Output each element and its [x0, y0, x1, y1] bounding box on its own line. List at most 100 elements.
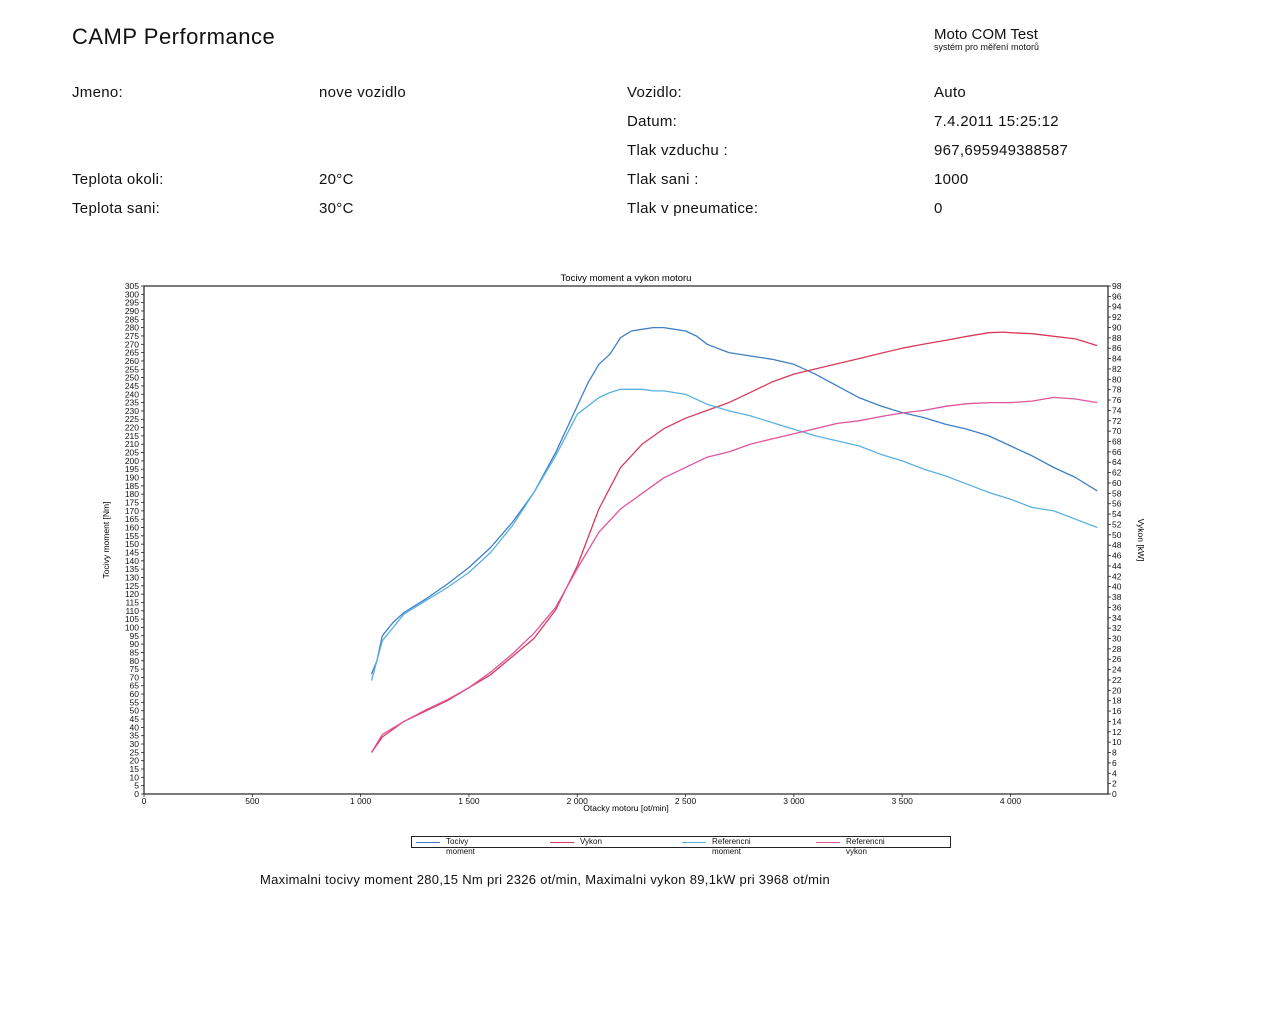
teplota-okoli-value: 20°C — [319, 171, 354, 188]
right-tick-label: 38 — [1112, 592, 1122, 602]
teplota-sani-label: Teplota sani: — [72, 200, 161, 217]
brand-title: Moto COM Test — [934, 26, 1038, 43]
tlak-sani-label: Tlak sani : — [627, 171, 699, 188]
left-tick-label: 85 — [130, 647, 140, 657]
right-tick-label: 98 — [1112, 281, 1122, 291]
legend-label-ref-moment: Referencni moment — [712, 837, 751, 856]
right-tick-label: 84 — [1112, 354, 1122, 364]
left-tick-label: 15 — [130, 764, 140, 774]
left-tick-label: 290 — [125, 306, 139, 316]
left-tick-label: 235 — [125, 398, 139, 408]
datum-value: 7.4.2011 15:25:12 — [934, 113, 1059, 130]
right-tick-label: 60 — [1112, 478, 1122, 488]
series-line-referencni-vykon — [370, 396, 1098, 753]
left-tick-label: 45 — [130, 714, 140, 724]
plot-area-frame — [143, 285, 1109, 795]
right-tick-label: 6 — [1112, 758, 1117, 768]
right-axis-label: Vykon [kW] — [1136, 519, 1146, 562]
left-tick-label: 25 — [130, 747, 140, 757]
legend-label-moment: Tocivy moment — [446, 837, 475, 856]
left-axis: 0510152025303540455055606570758085909510… — [125, 281, 144, 799]
left-tick-label: 305 — [125, 281, 139, 291]
series-lines — [370, 326, 1098, 753]
datum-label: Datum: — [627, 113, 678, 130]
right-tick-label: 56 — [1112, 499, 1122, 509]
right-tick-label: 54 — [1112, 509, 1122, 519]
legend-swatch-moment — [416, 842, 440, 843]
left-tick-label: 175 — [125, 498, 139, 508]
right-tick-label: 28 — [1112, 644, 1122, 654]
left-tick-label: 190 — [125, 473, 139, 483]
tlak-vzduchu-label: Tlak vzduchu : — [627, 142, 728, 159]
left-tick-label: 285 — [125, 314, 139, 324]
right-tick-label: 44 — [1112, 561, 1122, 571]
jmeno-label: Jmeno: — [72, 84, 123, 101]
left-tick-label: 245 — [125, 381, 139, 391]
right-tick-label: 50 — [1112, 530, 1122, 540]
left-tick-label: 195 — [125, 464, 139, 474]
left-tick-label: 275 — [125, 331, 139, 341]
left-tick-label: 10 — [130, 772, 140, 782]
right-tick-label: 24 — [1112, 665, 1122, 675]
chart-legend: Tocivy moment Vykon Referencni moment Re… — [411, 836, 951, 856]
right-tick-label: 2 — [1112, 779, 1117, 789]
teplota-sani-value: 30°C — [319, 200, 354, 217]
left-tick-label: 120 — [125, 589, 139, 599]
left-tick-label: 5 — [134, 781, 139, 791]
x-tick-label: 2 500 — [675, 796, 697, 806]
summary-text: Maximalni tocivy moment 280,15 Nm pri 23… — [260, 872, 831, 887]
right-tick-label: 78 — [1112, 385, 1122, 395]
right-tick-label: 76 — [1112, 395, 1122, 405]
right-tick-label: 80 — [1112, 374, 1122, 384]
left-tick-label: 125 — [125, 581, 139, 591]
x-tick-label: 3 500 — [892, 796, 914, 806]
legend-label-ref-vykon: Referencni vykon — [846, 837, 885, 856]
left-tick-label: 0 — [134, 789, 139, 799]
right-axis: 0246810121416182022242628303234363840424… — [1108, 281, 1122, 799]
left-tick-label: 200 — [125, 456, 139, 466]
right-tick-label: 32 — [1112, 623, 1122, 633]
left-tick-label: 20 — [130, 756, 140, 766]
company-title: CAMP Performance — [72, 24, 276, 49]
left-tick-label: 145 — [125, 547, 139, 557]
left-tick-label: 130 — [125, 572, 139, 582]
right-tick-label: 20 — [1112, 685, 1122, 695]
left-tick-label: 30 — [130, 739, 140, 749]
left-axis-label: Tocivy moment [Nm] — [101, 502, 111, 579]
left-tick-label: 225 — [125, 414, 139, 424]
x-tick-label: 0 — [142, 796, 147, 806]
right-tick-label: 70 — [1112, 426, 1122, 436]
tlak-pneumatice-label: Tlak v pneumatice: — [627, 200, 759, 217]
right-tick-label: 12 — [1112, 727, 1122, 737]
right-tick-label: 40 — [1112, 582, 1122, 592]
left-tick-label: 185 — [125, 481, 139, 491]
right-tick-label: 96 — [1112, 291, 1122, 301]
right-tick-label: 8 — [1112, 748, 1117, 758]
left-tick-label: 70 — [130, 672, 140, 682]
left-tick-label: 205 — [125, 448, 139, 458]
left-tick-label: 65 — [130, 681, 140, 691]
left-tick-label: 255 — [125, 364, 139, 374]
right-tick-label: 48 — [1112, 540, 1122, 550]
right-tick-label: 72 — [1112, 416, 1122, 426]
left-tick-label: 220 — [125, 423, 139, 433]
right-tick-label: 62 — [1112, 468, 1122, 478]
legend-label-vykon: Vykon — [580, 837, 602, 846]
right-tick-label: 42 — [1112, 571, 1122, 581]
tlak-vzduchu-value: 967,695949388587 — [934, 142, 1069, 159]
right-tick-label: 94 — [1112, 302, 1122, 312]
left-tick-label: 55 — [130, 697, 140, 707]
series-line-tocivy-moment — [370, 326, 1098, 675]
left-tick-label: 250 — [125, 373, 139, 383]
right-tick-label: 58 — [1112, 488, 1122, 498]
left-tick-label: 170 — [125, 506, 139, 516]
right-tick-label: 90 — [1112, 322, 1122, 332]
right-tick-label: 74 — [1112, 405, 1122, 415]
x-tick-label: 4 000 — [1000, 796, 1022, 806]
tlak-pneumatice-value: 0 — [934, 200, 943, 217]
left-tick-label: 80 — [130, 656, 140, 666]
x-tick-label: 1 000 — [350, 796, 372, 806]
right-tick-label: 86 — [1112, 343, 1122, 353]
brand-subtitle: systém pro měření motorů — [934, 42, 1040, 52]
left-tick-label: 140 — [125, 556, 139, 566]
